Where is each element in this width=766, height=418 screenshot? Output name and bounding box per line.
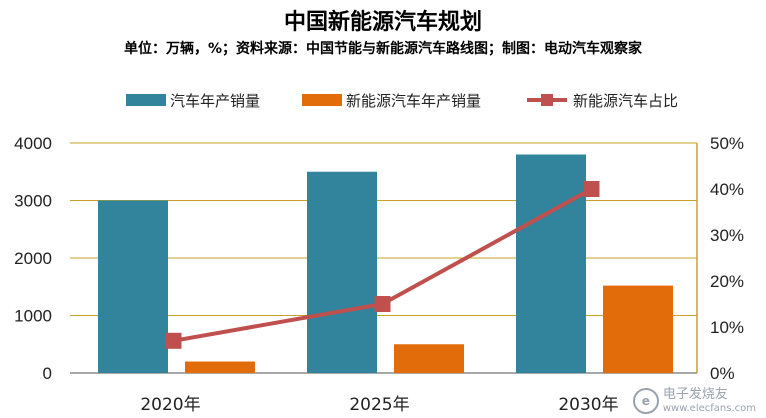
y-tick-label: 1000 <box>14 307 52 326</box>
y2-tick-label: 40% <box>710 180 744 199</box>
y-tick-label: 0 <box>43 364 52 383</box>
watermark-name: 电子发烧友 <box>662 387 728 403</box>
line-point-marker <box>583 181 600 197</box>
y2-tick-label: 50% <box>710 134 744 153</box>
y2-tick-label: 10% <box>710 318 744 337</box>
y-tick-label: 4000 <box>14 134 52 153</box>
bar-nev <box>394 344 464 373</box>
y-tick-label: 2000 <box>14 249 52 268</box>
x-tick-label: 2030年 <box>558 395 618 415</box>
x-tick-label: 2025年 <box>349 395 409 415</box>
chart-subtitle: 单位：万辆，%；资料来源：中国节能与新能源汽车路线图；制图：电动汽车观察家 <box>123 41 643 57</box>
legend-label: 新能源汽车占比 <box>573 92 678 110</box>
legend-swatch <box>126 94 166 106</box>
chart-title: 中国新能源汽车规划 <box>283 9 482 35</box>
line-point-marker <box>374 296 391 312</box>
legend-label: 汽车年产销量 <box>170 92 260 110</box>
legend-line-marker <box>541 94 553 106</box>
legend-swatch <box>302 94 342 106</box>
watermark-url: www.elecfans.com <box>662 402 756 414</box>
bar-nev <box>185 361 255 373</box>
watermark-logo-icon: e <box>632 388 659 414</box>
y2-tick-label: 20% <box>710 272 744 291</box>
y2-tick-label: 30% <box>710 226 744 245</box>
legend-label: 新能源汽车年产销量 <box>346 92 481 110</box>
bar-total <box>98 200 168 373</box>
line-point-marker <box>165 332 182 349</box>
bar-nev <box>603 285 673 373</box>
bar-total <box>516 154 586 373</box>
x-tick-label: 2020年 <box>140 395 200 415</box>
bar-total <box>307 171 377 373</box>
y-tick-label: 3000 <box>14 192 52 211</box>
watermark: e 电子发烧友 www.elecfans.com <box>632 387 756 414</box>
y2-tick-label: 0% <box>710 364 735 383</box>
